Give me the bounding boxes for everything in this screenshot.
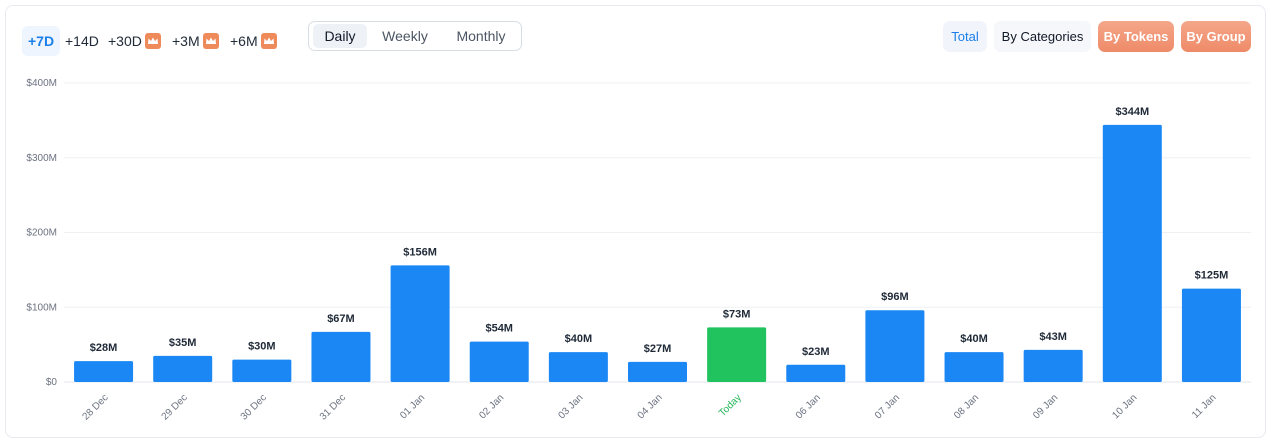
bar [944, 352, 1004, 382]
granularity-segmented-control: Daily Weekly Monthly [308, 21, 522, 51]
bar-value-label: $40M [960, 333, 988, 345]
bar-value-label: $40M [565, 333, 593, 345]
y-tick-label: $400M [26, 78, 57, 89]
bar-value-label: $344M [1115, 106, 1149, 118]
crown-icon [144, 33, 161, 50]
bar [1181, 288, 1241, 382]
x-tick-label: 30 Dec [239, 392, 269, 422]
bar [74, 361, 134, 382]
bar-value-label: $28M [90, 342, 118, 354]
view-by-tokens-button[interactable]: By Tokens [1098, 21, 1174, 52]
granularity-daily-tab[interactable]: Daily [313, 24, 367, 48]
crown-icon [260, 33, 277, 50]
bar [153, 355, 213, 382]
y-tick-label: $0 [46, 377, 58, 388]
x-tick-label: 01 Jan [398, 392, 427, 421]
bar [390, 265, 450, 382]
volume-chart-card: +7D +14D +30D +3M +6M Daily Weekly Month… [5, 5, 1266, 438]
x-tick-label: 08 Jan [952, 392, 981, 421]
x-tick-label: 10 Jan [1110, 392, 1139, 421]
bar [311, 331, 371, 382]
x-tick-label: 02 Jan [477, 392, 506, 421]
view-by-categories-button[interactable]: By Categories [994, 21, 1091, 52]
bar-value-label: $73M [723, 308, 751, 320]
bar [232, 359, 292, 382]
bar [628, 361, 687, 382]
bar-value-label: $27M [644, 343, 672, 355]
bar-value-label: $30M [248, 341, 276, 353]
x-tick-label: 06 Jan [794, 392, 823, 421]
bar [707, 327, 767, 382]
range-label: +3M [172, 33, 200, 49]
y-tick-label: $100M [26, 302, 57, 313]
bar [1102, 124, 1162, 383]
x-tick-label: 03 Jan [556, 392, 585, 421]
bar-value-label: $35M [169, 337, 197, 349]
bar-value-label: $54M [485, 323, 513, 335]
x-tick-label: 07 Jan [873, 392, 902, 421]
range-6m-button[interactable]: +6M [230, 26, 277, 56]
x-tick-label: 11 Jan [1190, 392, 1218, 420]
range-14d-button[interactable]: +14D [65, 26, 99, 56]
x-tick-label: Today [717, 392, 744, 419]
y-tick-label: $200M [26, 228, 57, 239]
bar-value-label: $67M [327, 313, 355, 325]
granularity-monthly-tab[interactable]: Monthly [456, 28, 506, 44]
y-tick-label: $300M [26, 153, 57, 164]
bar [469, 341, 529, 382]
chart-toolbar: +7D +14D +30D +3M +6M Daily Weekly Month… [6, 6, 1267, 66]
range-label: +6M [230, 33, 258, 49]
range-label: +7D [28, 33, 55, 49]
bar [548, 352, 608, 382]
range-7d-button[interactable]: +7D [22, 26, 61, 56]
bar [865, 310, 925, 382]
crown-icon [202, 33, 219, 50]
bar-value-label: $156M [403, 246, 437, 258]
x-tick-label: 04 Jan [636, 392, 665, 421]
range-3m-button[interactable]: +3M [172, 26, 219, 56]
bar [786, 364, 846, 382]
bar-value-label: $96M [881, 291, 909, 303]
range-label: +14D [65, 33, 99, 49]
view-by-group-button[interactable]: By Group [1181, 21, 1251, 52]
x-tick-label: 31 Dec [318, 392, 348, 422]
x-tick-label: 28 Dec [81, 392, 111, 422]
range-30d-button[interactable]: +30D [108, 26, 161, 56]
x-tick-label: 29 Dec [160, 392, 190, 422]
range-label: +30D [108, 33, 142, 49]
bar [1023, 349, 1083, 382]
view-total-button[interactable]: Total [943, 21, 987, 52]
granularity-weekly-tab[interactable]: Weekly [382, 28, 428, 44]
bar-value-label: $43M [1039, 331, 1067, 343]
bar-value-label: $23M [802, 346, 830, 358]
bar-chart: $0 $100M $200M $300M $400M $28M 28 Dec $35M 29 D… [26, 78, 1251, 423]
x-tick-label: 09 Jan [1031, 392, 1060, 421]
bar-value-label: $125M [1195, 270, 1229, 282]
